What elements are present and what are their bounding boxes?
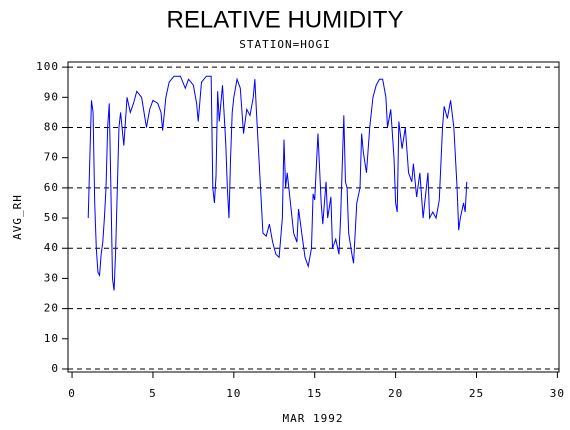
x-tick-label: 0 (68, 387, 76, 400)
x-tick-label: 5 (149, 387, 157, 400)
y-tick-label: 10 (44, 332, 59, 345)
y-tick-label: 0 (51, 362, 59, 375)
data-line (87, 75, 468, 291)
x-tick-label: 25 (469, 387, 484, 400)
y-tick-label: 80 (44, 121, 59, 134)
y-tick-label: 20 (44, 302, 59, 315)
x-tick-label: 30 (550, 387, 565, 400)
y-tick-label: 50 (44, 211, 59, 224)
y-tick-label: 60 (44, 181, 59, 194)
chart-subtitle: STATION=HOGI (239, 38, 330, 51)
y-tick-label: 30 (44, 271, 59, 284)
y-tick-label: 100 (36, 60, 59, 73)
x-tick-label: 20 (388, 387, 403, 400)
y-tick-label: 40 (44, 241, 59, 254)
x-tick-label: 10 (226, 387, 241, 400)
y-axis-label: AVG_RH (11, 194, 24, 240)
x-tick-label: 15 (307, 387, 322, 400)
y-tick-label: 90 (44, 90, 59, 103)
chart-title: RELATIVE HUMIDITY (167, 6, 404, 33)
plot-frame (67, 61, 560, 373)
y-tick-label: 70 (44, 151, 59, 164)
x-axis-label: MAR 1992 (283, 412, 344, 425)
